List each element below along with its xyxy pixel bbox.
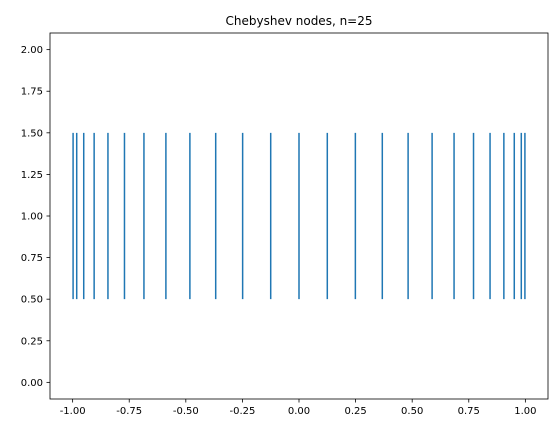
x-tick-label: 0.25 [344,406,366,417]
y-tick-label: 0.50 [21,295,43,306]
x-tick-label: -0.75 [116,406,142,417]
x-tick-label: -0.50 [173,406,199,417]
x-tick-label: 0.00 [288,406,310,417]
y-tick-label: 1.25 [21,170,43,181]
y-tick-label: 0.75 [21,253,43,264]
x-tick-label: -0.25 [229,406,255,417]
y-tick-label: 1.75 [21,87,43,98]
x-axis-ticks: -1.00 -0.75 -0.50 -0.25 0.00 0.25 0.50 0.75 1.00 [60,399,537,417]
x-tick-label: -1.00 [60,406,86,417]
y-tick-label: 1.50 [21,128,43,139]
y-axis-ticks: 0.00 0.25 0.50 0.75 1.00 1.25 1.50 1.75 2.00 [21,45,50,389]
y-tick-label: 2.00 [21,45,43,56]
x-tick-label: 0.75 [458,406,480,417]
event-lines [73,133,525,299]
x-tick-label: 0.50 [401,406,423,417]
x-tick-label: 1.00 [514,406,536,417]
y-tick-label: 1.00 [21,212,43,223]
chart-title: Chebyshev nodes, n=25 [226,14,373,28]
y-tick-label: 0.25 [21,336,43,347]
y-tick-label: 0.00 [21,378,43,389]
